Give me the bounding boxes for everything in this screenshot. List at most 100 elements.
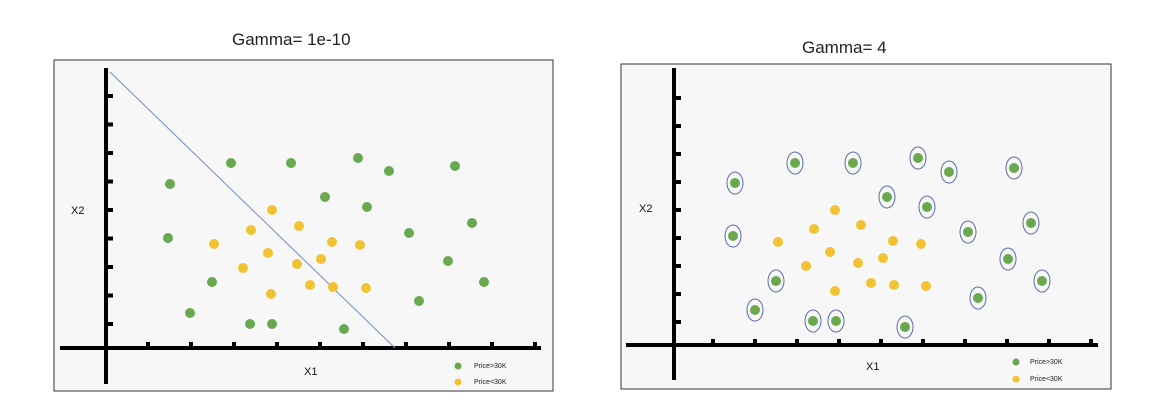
point-price-above-30k — [808, 316, 818, 326]
point-price-above-30k — [900, 322, 910, 332]
point-price-below-30k — [327, 237, 337, 247]
point-price-above-30k — [384, 166, 394, 176]
support-circle — [909, 146, 927, 170]
point-price-above-30k — [771, 276, 781, 286]
point-price-above-30k — [443, 256, 453, 266]
point-price-below-30k — [866, 278, 876, 288]
support-circle — [827, 309, 845, 333]
point-price-above-30k — [750, 305, 760, 315]
right-legend-label-above: Price>30K — [1030, 359, 1063, 366]
point-price-below-30k — [209, 239, 219, 249]
left-chart-title: Gamma= 1e-10 — [232, 30, 351, 49]
right-xlabel: X1 — [866, 361, 879, 373]
point-price-below-30k — [889, 280, 899, 290]
point-price-below-30k — [856, 220, 866, 230]
point-price-above-30k — [185, 308, 195, 318]
point-price-above-30k — [226, 158, 236, 168]
support-circle — [1005, 156, 1023, 180]
point-price-above-30k — [479, 277, 489, 287]
left-panel: X2 X1 Price>30K Price<30K — [53, 59, 554, 392]
support-circle — [1022, 211, 1040, 235]
point-price-below-30k — [316, 254, 326, 264]
support-circle — [969, 286, 987, 310]
point-price-above-30k — [267, 319, 277, 329]
point-price-below-30k — [294, 221, 304, 231]
point-price-below-30k — [355, 240, 365, 250]
point-price-above-30k — [339, 324, 349, 334]
support-circle — [786, 151, 804, 175]
right-x-ticks — [711, 339, 1093, 345]
support-circle — [746, 298, 764, 322]
point-price-below-30k — [328, 282, 338, 292]
right-y-ticks — [674, 96, 681, 324]
point-price-above-30k — [245, 319, 255, 329]
point-price-above-30k — [728, 231, 738, 241]
point-price-above-30k — [207, 277, 217, 287]
point-price-above-30k — [944, 167, 954, 177]
point-price-below-30k — [916, 239, 926, 249]
support-circle — [724, 224, 742, 248]
point-price-below-30k — [292, 259, 302, 269]
point-price-above-30k — [450, 161, 460, 171]
point-price-above-30k — [790, 158, 800, 168]
left-legend-label-above: Price>30K — [474, 363, 507, 370]
point-price-above-30k — [831, 316, 841, 326]
right-legend-marker-below — [1012, 375, 1020, 383]
support-circle — [999, 247, 1017, 271]
support-circle — [918, 195, 936, 219]
point-price-above-30k — [730, 178, 740, 188]
support-circle — [940, 160, 958, 184]
point-price-below-30k — [809, 224, 819, 234]
point-price-below-30k — [853, 258, 863, 268]
point-price-below-30k — [263, 248, 273, 258]
left-points — [163, 153, 489, 334]
point-price-above-30k — [882, 192, 892, 202]
right-legend-marker-above — [1012, 358, 1020, 366]
point-price-above-30k — [467, 218, 477, 228]
point-price-above-30k — [922, 202, 932, 212]
point-price-below-30k — [361, 283, 371, 293]
point-price-below-30k — [773, 237, 783, 247]
support-circle — [896, 315, 914, 339]
right-panel: X2 X1 Price>30K Price<30K — [620, 63, 1112, 390]
support-circle — [804, 309, 822, 333]
right-legend-label-below: Price<30K — [1030, 376, 1063, 383]
point-price-above-30k — [1003, 254, 1013, 264]
point-price-above-30k — [353, 153, 363, 163]
point-price-below-30k — [266, 289, 276, 299]
point-price-above-30k — [913, 153, 923, 163]
point-price-below-30k — [878, 253, 888, 263]
point-price-above-30k — [362, 202, 372, 212]
point-price-above-30k — [286, 158, 296, 168]
point-price-above-30k — [1037, 276, 1047, 286]
left-legend-label-below: Price<30K — [474, 379, 507, 386]
point-price-below-30k — [238, 263, 248, 273]
support-circle — [767, 269, 785, 293]
point-price-above-30k — [404, 228, 414, 238]
point-price-above-30k — [973, 293, 983, 303]
point-price-below-30k — [305, 280, 315, 290]
point-price-below-30k — [246, 225, 256, 235]
left-legend-marker-above — [454, 362, 462, 370]
left-xlabel: X1 — [304, 366, 317, 378]
right-ylabel: X2 — [639, 203, 652, 215]
support-circle — [959, 220, 977, 244]
support-circle — [1033, 269, 1051, 293]
right-points — [724, 146, 1051, 339]
left-legend-marker-below — [454, 378, 462, 386]
left-ylabel: X2 — [71, 205, 84, 217]
support-circle — [726, 171, 744, 195]
point-price-above-30k — [414, 296, 424, 306]
decision-boundary-line — [109, 71, 396, 349]
right-frame — [620, 63, 1112, 390]
support-circle — [878, 185, 896, 209]
point-price-below-30k — [888, 236, 898, 246]
point-price-above-30k — [320, 192, 330, 202]
point-price-above-30k — [165, 179, 175, 189]
point-price-above-30k — [1009, 163, 1019, 173]
point-price-below-30k — [830, 286, 840, 296]
point-price-above-30k — [848, 158, 858, 168]
point-price-above-30k — [963, 227, 973, 237]
support-circle — [844, 151, 862, 175]
point-price-below-30k — [267, 205, 277, 215]
